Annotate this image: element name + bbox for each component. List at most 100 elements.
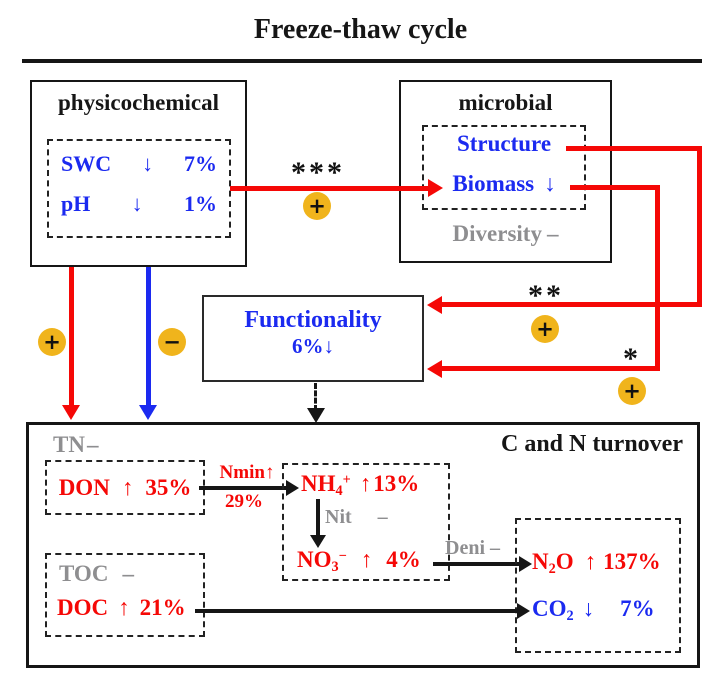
- edge-phys-down-red-line: [69, 267, 74, 406]
- don-dashed-box: DON ↑ 35%: [45, 460, 205, 515]
- biomass-label: Biomass: [452, 171, 535, 196]
- functionality-label: Functionality: [244, 307, 382, 333]
- n2o-up-arrow-icon: ↑: [584, 549, 597, 574]
- tn-row: TN–: [53, 432, 98, 458]
- edge-phys-down-blue-arrowhead-icon: [139, 405, 157, 420]
- nmin-value: 29%: [225, 491, 263, 512]
- ph-value: 1%: [183, 191, 217, 216]
- biomass-to-functionality-significance: *: [623, 342, 641, 375]
- carbon-dashed-box: [45, 553, 205, 637]
- biomass-down-arrow-icon: ↓: [544, 171, 556, 196]
- ph-down-arrow-icon: ↓: [131, 191, 143, 216]
- swc-row: SWC ↓ 7%: [61, 151, 217, 177]
- don-label: DON: [58, 474, 110, 500]
- structure-to-functionality-significance: **: [528, 279, 564, 312]
- doc-up-arrow-icon: ↑: [118, 595, 130, 620]
- edge-biomass-arrowhead-icon: [427, 360, 442, 378]
- edge-phys-down-blue-line: [146, 267, 151, 406]
- tn-label: TN: [53, 432, 85, 457]
- biomass-row: Biomass ↓: [424, 171, 584, 197]
- diversity-sign: –: [546, 221, 559, 246]
- deni-sign: –: [490, 537, 500, 559]
- n2o-formula: N2O: [532, 549, 574, 577]
- microbial-dashed-box: Structure Biomass ↓: [422, 125, 586, 210]
- edge-phys-down-red-arrowhead-icon: [62, 405, 80, 420]
- edge-phys-to-biomass-arrowhead-icon: [428, 179, 443, 197]
- ph-label: pH: [61, 191, 91, 216]
- swc-value: 7%: [184, 151, 217, 176]
- diagram-title: Freeze-thaw cycle: [253, 14, 468, 45]
- nh4-formula: NH4+: [301, 471, 351, 499]
- nmin-label-row: Nmin↑: [201, 462, 293, 484]
- functionality-down-arrow-icon: ↓: [323, 334, 335, 358]
- edge-functionality-down-arrowhead-icon: [307, 408, 325, 423]
- edge-nit-arrowhead-icon: [310, 535, 326, 548]
- co2-down-arrow-icon: ↓: [582, 596, 595, 621]
- physicochemical-title: physicochemical: [58, 90, 219, 115]
- edge-structure-v-line: [697, 146, 702, 307]
- nit-label: Nit: [325, 506, 352, 528]
- nitrogen-dashed-box: [282, 463, 450, 581]
- don-row: DON ↑ 35%: [59, 475, 192, 501]
- ph-row: pH ↓ 1%: [61, 191, 217, 217]
- edge-deni-line: [433, 562, 519, 566]
- doc-value: 21%: [139, 595, 186, 620]
- edge-structure-h2-line: [441, 302, 702, 307]
- edge-structure-arrowhead-icon: [427, 296, 442, 314]
- phys-to-biomass-significance: ***: [291, 156, 345, 189]
- toc-sign: –: [122, 561, 134, 586]
- no3-formula: NO3−: [297, 547, 347, 575]
- co2-row: CO2 ↓ 7%: [532, 596, 655, 625]
- edge-biomass-v-line: [655, 185, 660, 371]
- edge-deni-arrowhead-icon: [519, 556, 532, 572]
- swc-label: SWC: [61, 151, 112, 176]
- phys-down-minus-badge: −: [158, 328, 186, 356]
- edge-phys-to-biomass-line: [230, 186, 428, 191]
- no3-row: NO3− ↑ 4%: [297, 547, 421, 576]
- turnover-title: C and N turnover: [500, 431, 683, 457]
- phys-to-biomass-plus-badge: +: [303, 192, 331, 220]
- nh4-row: NH4+ ↑ 13%: [301, 471, 419, 500]
- functionality-box: Functionality 6%↓: [202, 295, 424, 382]
- edge-doc-to-co2-arrowhead-icon: [517, 603, 530, 619]
- nmin-label: Nmin: [219, 462, 265, 483]
- functionality-value-row: 6%↓: [204, 334, 422, 359]
- biomass-to-functionality-plus-badge: +: [618, 377, 646, 405]
- nit-sign: –: [377, 506, 388, 528]
- structure-label: Structure: [456, 131, 552, 156]
- edge-nit-line: [316, 499, 320, 537]
- nh4-up-arrow-icon: ↑: [359, 471, 372, 496]
- phys-down-plus-badge: +: [38, 328, 66, 356]
- nit-label-row: Nit –: [325, 506, 388, 529]
- turnover-box: C and N turnover TN– DON ↑ 35% Nmin↑ 29%…: [26, 422, 700, 668]
- doc-row: DOC ↑ 21%: [57, 595, 186, 621]
- toc-row: TOC –: [59, 561, 134, 587]
- don-up-arrow-icon: ↑: [121, 474, 134, 500]
- edge-biomass-h2-line: [441, 366, 660, 371]
- nmin-up-arrow-icon: ↑: [264, 462, 275, 483]
- edge-nmin-arrowhead-icon: [286, 480, 299, 496]
- swc-down-arrow-icon: ↓: [142, 151, 154, 176]
- toc-label: TOC: [59, 561, 109, 586]
- edge-structure-h1-line: [566, 146, 702, 151]
- doc-label: DOC: [57, 595, 109, 620]
- title-underline: [22, 59, 702, 63]
- don-value: 35%: [145, 474, 192, 500]
- functionality-value: 6%: [292, 334, 324, 358]
- no3-value: 4%: [386, 547, 421, 572]
- deni-label-row: Deni –: [445, 537, 500, 560]
- edge-doc-to-co2-line: [195, 609, 517, 613]
- co2-formula: CO2: [532, 596, 574, 624]
- diversity-label: Diversity: [452, 221, 542, 246]
- microbial-box: microbial Structure Biomass ↓ Diversity –: [399, 80, 612, 263]
- physicochemical-dashed-box: SWC ↓ 7% pH ↓ 1%: [47, 139, 231, 238]
- edge-functionality-down-dashed-line: [314, 383, 317, 411]
- nh4-value: 13%: [373, 471, 420, 496]
- n2o-row: N2O ↑ 137%: [532, 549, 661, 578]
- gas-dashed-box: [515, 518, 681, 653]
- co2-value: 7%: [620, 596, 655, 621]
- diversity-row: Diversity –: [401, 221, 610, 247]
- n2o-value: 137%: [603, 549, 661, 574]
- deni-label: Deni: [445, 537, 485, 559]
